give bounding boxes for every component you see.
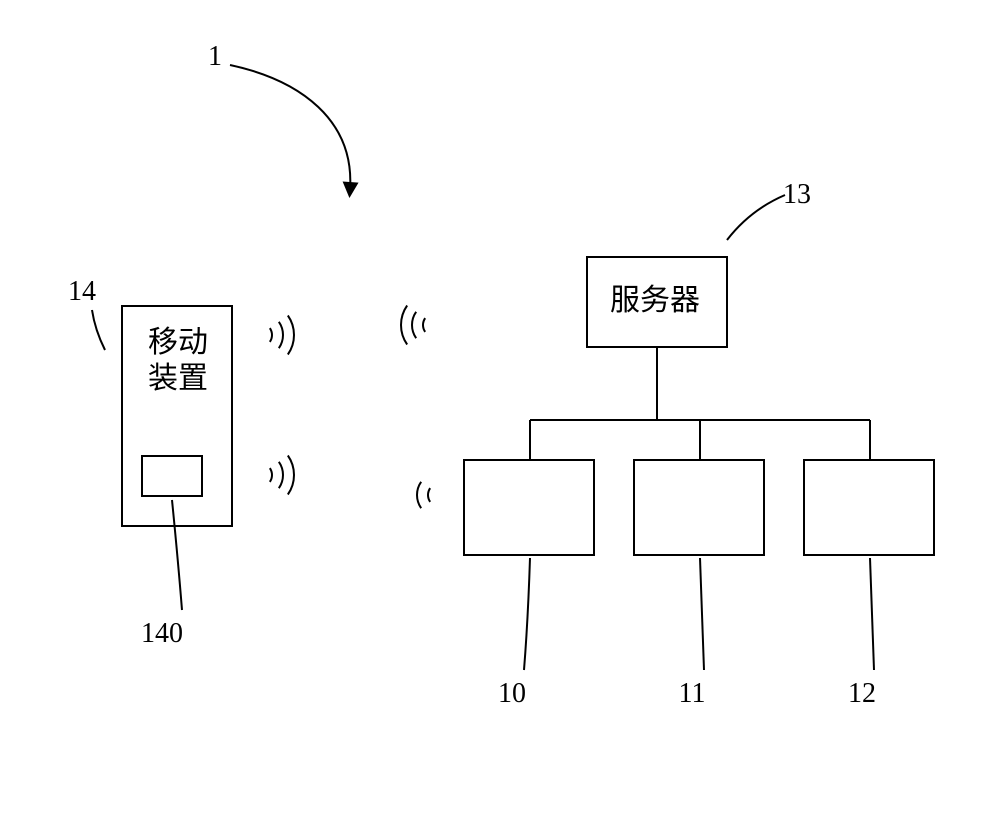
server-leader bbox=[727, 195, 785, 240]
overview-arrow bbox=[230, 65, 350, 190]
server-label: 服务器 bbox=[610, 284, 700, 317]
wireless-1-arc-1 bbox=[270, 328, 272, 342]
child3-leader bbox=[870, 558, 874, 670]
mobile-leader bbox=[92, 310, 105, 350]
mobile-ref: 14 bbox=[68, 276, 96, 307]
diagram-canvas: 移动装置 服务器 1 14 140 13 10 11 12 bbox=[0, 0, 1000, 830]
child3-ref: 12 bbox=[848, 678, 876, 709]
child-box-3 bbox=[804, 460, 934, 555]
wireless-1-arc-2 bbox=[279, 322, 283, 348]
ref-1: 1 bbox=[208, 41, 222, 72]
child-box-1 bbox=[464, 460, 594, 555]
wireless-3-arc-3 bbox=[288, 455, 294, 494]
mobile-label-line2: 装置 bbox=[148, 362, 208, 395]
child-box-2 bbox=[634, 460, 764, 555]
wireless-3-arc-2 bbox=[279, 462, 283, 488]
wireless-2-arc-1 bbox=[423, 318, 425, 332]
wireless-1-arc-3 bbox=[288, 315, 294, 354]
server-ref: 13 bbox=[783, 179, 811, 210]
wireless-4-arc-1 bbox=[428, 488, 430, 502]
wireless-3-arc-1 bbox=[270, 468, 272, 482]
wireless-2-arc-3 bbox=[401, 305, 407, 344]
mobile-label-line1: 移动 bbox=[148, 326, 208, 359]
chip-ref: 140 bbox=[141, 618, 183, 649]
wireless-2-arc-2 bbox=[412, 312, 416, 338]
child2-leader bbox=[700, 558, 704, 670]
child1-leader bbox=[524, 558, 530, 670]
chip-box bbox=[142, 456, 202, 496]
child1-ref: 10 bbox=[498, 678, 526, 709]
wireless-4-arc-2 bbox=[417, 482, 421, 508]
child2-ref: 11 bbox=[679, 678, 706, 709]
